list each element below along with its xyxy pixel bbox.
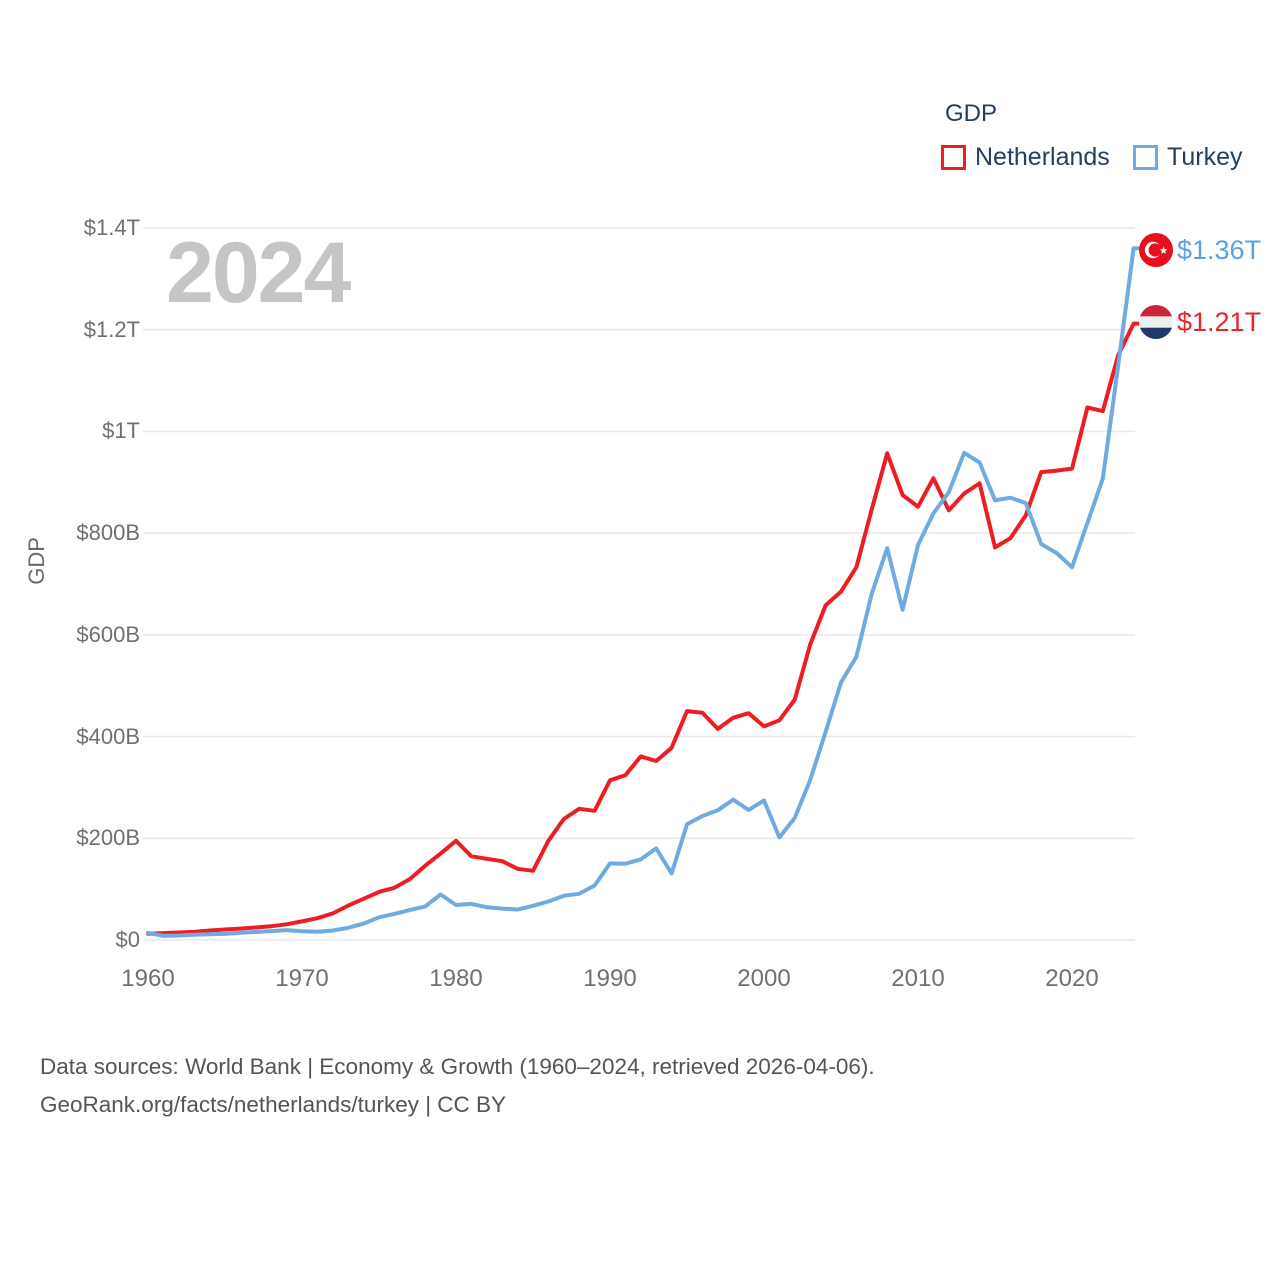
legend-label-turkey: Turkey: [1167, 143, 1243, 171]
footer-license: GeoRank.org/facts/netherlands/turkey | C…: [40, 1092, 507, 1117]
x-tick-label: 2000: [737, 965, 791, 992]
y-tick-label: $1T: [102, 418, 140, 444]
watermark-year: 2024: [166, 225, 351, 321]
footer-attribution: Data sources: World Bank | Economy & Gro…: [40, 1048, 875, 1124]
legend-title: GDP: [945, 100, 998, 127]
legend-item-turkey[interactable]: Turkey: [1133, 143, 1242, 172]
x-tick-label: 2010: [891, 965, 945, 992]
x-tick-label: 2020: [1045, 965, 1099, 992]
turkey-end-value-label: $1.36T: [1177, 235, 1262, 265]
y-tick-label: $1.4T: [83, 215, 140, 240]
gdp-line-chart: [143, 227, 1142, 941]
series-line-turkey: [146, 246, 1142, 938]
netherlands-end-value-label: $1.21T: [1177, 307, 1262, 337]
footer-data-sources: Data sources: World Bank | Economy & Gro…: [40, 1054, 875, 1079]
y-tick-label: $800B: [76, 520, 140, 546]
series-line-netherlands: [146, 321, 1142, 936]
y-tick-label: $400B: [76, 723, 140, 749]
x-tick-label: 1960: [121, 965, 175, 992]
y-tick-label: $600B: [76, 621, 140, 647]
x-tick-label: 1980: [429, 965, 483, 992]
y-axis-title: GDP: [24, 537, 49, 585]
netherlands-series-swatch: [941, 145, 966, 170]
netherlands-flag-icon: [1139, 305, 1173, 339]
legend-label-netherlands: Netherlands: [975, 143, 1110, 171]
y-tick-label: $200B: [76, 825, 140, 851]
turkey-flag-icon: [1139, 233, 1173, 267]
x-tick-label: 1990: [583, 965, 637, 992]
legend-item-netherlands[interactable]: Netherlands: [941, 143, 1110, 172]
turkey-series-swatch: [1133, 145, 1158, 170]
y-tick-label: $0: [115, 927, 140, 952]
y-tick-label: $1.2T: [83, 316, 140, 342]
x-tick-label: 1970: [275, 965, 329, 992]
